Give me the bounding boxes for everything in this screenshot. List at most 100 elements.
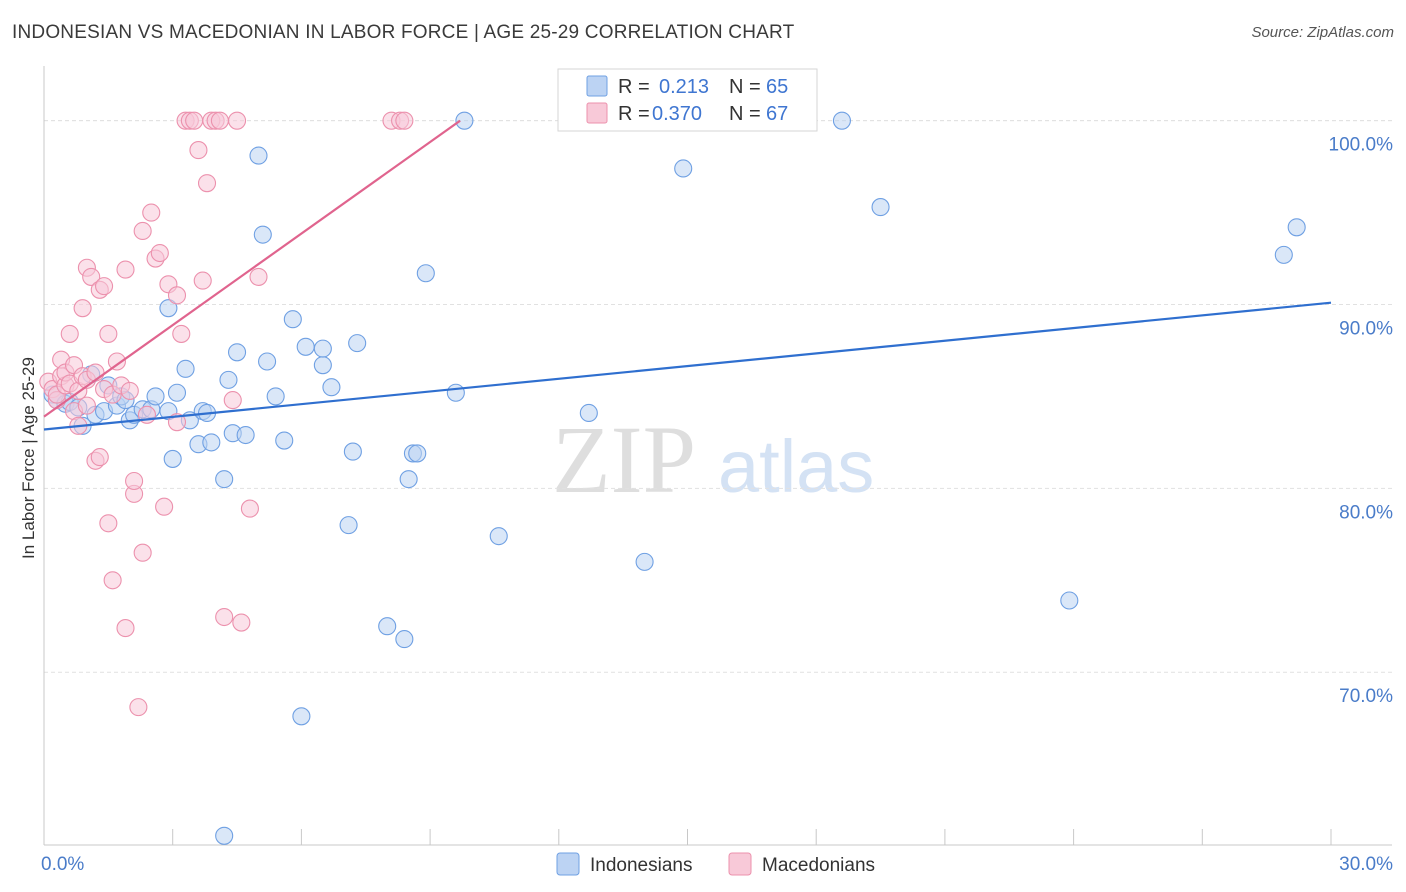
chart-source: Source: ZipAtlas.com [1251,24,1394,41]
point-indonesians [832,111,851,130]
trend-lines [43,119,1332,431]
legend-r-value-1: 0.213 [659,76,709,98]
legend-n-label-1: N = [729,76,761,98]
point-macedonians [60,324,79,343]
point-macedonians [193,271,212,290]
point-indonesians [253,225,272,244]
legend-n-value-1: 65 [766,76,788,98]
point-macedonians [215,607,234,627]
gridlines [44,120,1392,673]
point-indonesians [159,299,178,318]
point-indonesians [339,516,358,535]
watermark-zip: ZIP [552,406,696,513]
point-macedonians [116,619,135,638]
point-macedonians [133,221,152,241]
point-indonesians [1060,591,1079,610]
legend-n-value-2: 67 [766,103,788,125]
data-points [39,111,1306,845]
y-tick-label: 90.0% [1339,319,1393,340]
legend-label-indonesians: Indonesians [590,855,692,876]
point-macedonians [240,499,259,518]
series-legend: Indonesians Macedonians [556,852,875,876]
point-macedonians [172,324,191,343]
point-macedonians [77,396,96,415]
point-indonesians [236,425,255,445]
y-tick-label: 70.0% [1339,686,1393,707]
point-macedonians [99,324,118,343]
stats-legend: R = 0.213 N = 65 R = 0.370 N = 67 [557,68,818,132]
point-macedonians [120,381,139,400]
point-indonesians [266,387,285,406]
point-macedonians [185,111,204,130]
point-indonesians [1274,245,1293,264]
point-macedonians [103,571,122,590]
point-indonesians [146,387,165,406]
point-macedonians [210,111,229,130]
watermark-atlas: atlas [718,425,874,508]
point-macedonians [107,352,126,371]
point-macedonians [189,141,208,160]
point-macedonians [395,111,414,130]
point-macedonians [90,448,109,467]
point-macedonians [95,277,114,296]
point-indonesians [296,337,315,356]
point-indonesians [378,617,397,636]
point-indonesians [292,707,311,726]
point-macedonians [99,514,118,533]
point-indonesians [1287,218,1306,237]
point-macedonians [167,286,187,305]
point-macedonians [73,299,92,318]
point-indonesians [219,370,238,389]
point-macedonians [232,613,251,632]
point-macedonians [249,267,268,286]
point-indonesians [313,356,332,375]
y-tick-label: 100.0% [1329,135,1394,156]
point-indonesians [249,146,268,165]
point-indonesians [455,111,474,130]
point-indonesians [399,470,418,489]
point-macedonians [125,471,144,491]
point-indonesians [635,552,654,571]
point-indonesians [322,378,341,397]
point-indonesians [215,470,234,489]
legend-n-label-2: N = [729,103,761,125]
point-indonesians [674,159,693,178]
point-indonesians [275,431,294,450]
legend-swatch-indonesians [586,75,608,97]
point-indonesians [283,310,302,329]
y-axis-label: In Labor Force | Age 25-29 [19,357,38,559]
trend-line-indonesians [43,301,1332,431]
point-macedonians [86,363,105,382]
point-indonesians [176,359,195,378]
legend-r-label-1: R = [618,76,650,98]
legend-swatch-macedonians [728,852,752,876]
point-indonesians [163,449,182,468]
point-indonesians [871,198,890,217]
point-indonesians [167,383,187,402]
x-tick-label: 30.0% [1339,854,1393,875]
point-indonesians [579,403,598,423]
point-macedonians [223,391,242,410]
trend-line-macedonians [43,119,461,418]
point-indonesians [228,343,247,362]
x-tick-label: 0.0% [41,854,84,875]
point-indonesians [348,334,367,353]
point-macedonians [82,267,101,286]
point-macedonians [129,698,148,717]
point-indonesians [202,433,221,452]
point-macedonians [197,174,217,193]
point-macedonians [228,111,247,130]
point-macedonians [142,203,161,222]
point-macedonians [133,543,152,562]
y-tick-label: 80.0% [1339,502,1393,523]
point-indonesians [343,442,362,461]
point-macedonians [150,243,169,263]
legend-r-value-2: 0.370 [652,103,702,125]
point-indonesians [446,383,465,402]
chart-title: INDONESIAN VS MACEDONIAN IN LABOR FORCE … [12,22,795,43]
point-macedonians [155,497,174,516]
axes: 70.0% 80.0% 90.0% 100.0% 0.0% 30.0% [41,66,1393,875]
legend-swatch-macedonians [586,102,608,124]
point-indonesians [416,264,435,283]
